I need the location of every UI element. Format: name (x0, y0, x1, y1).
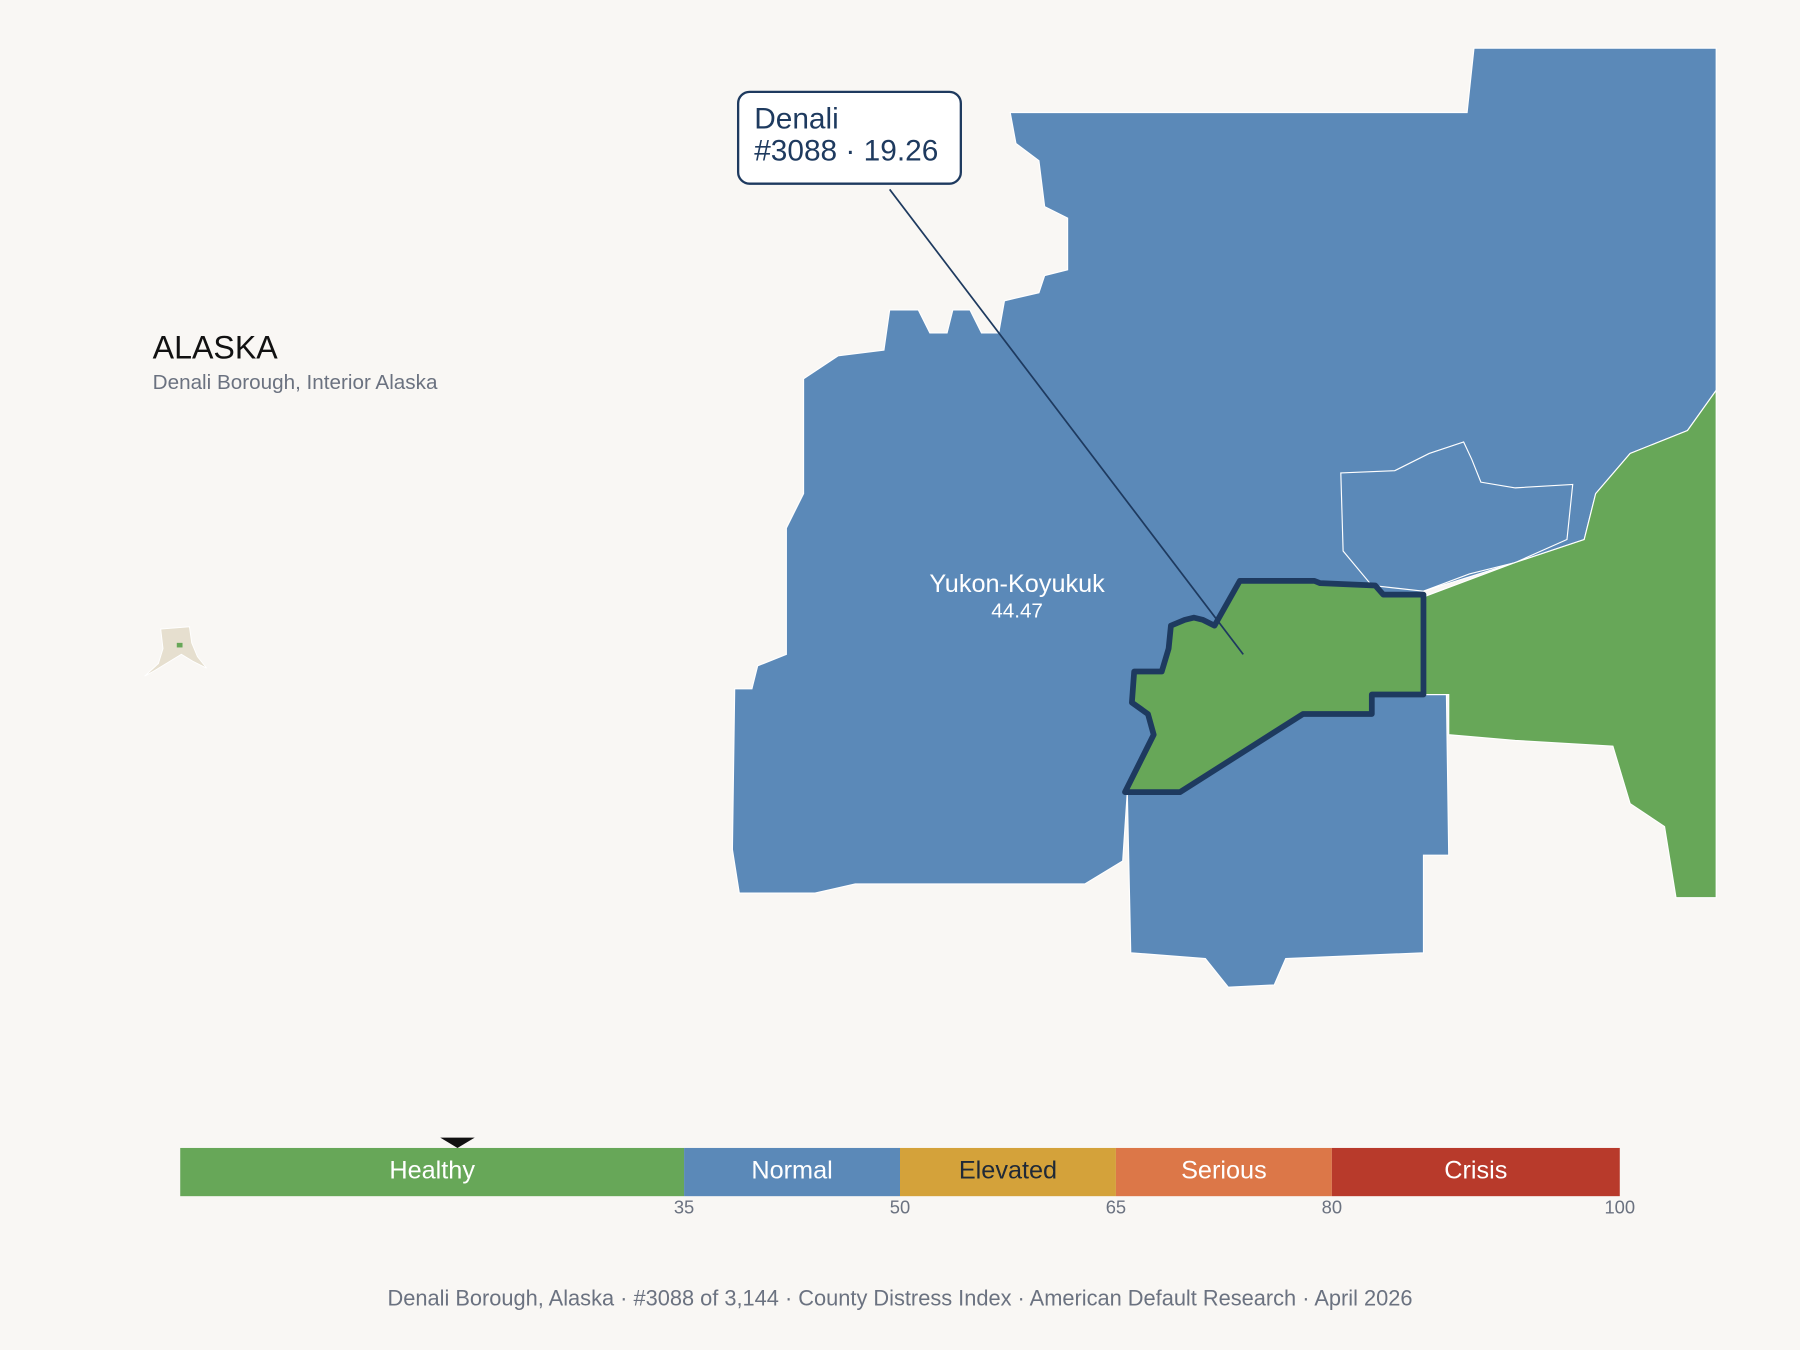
scale-band (180, 1147, 685, 1197)
scale-band (1115, 1147, 1332, 1197)
score-marker (440, 1137, 475, 1148)
scale-band (684, 1147, 900, 1197)
band-label: Normal (751, 1157, 832, 1185)
selected-county[interactable] (1122, 577, 1427, 795)
region-label: Yukon-Koyukuk (929, 570, 1105, 598)
callout-name: Denali (754, 102, 839, 135)
subtitle: Denali Borough, Interior Alaska (153, 371, 438, 394)
scale-band (900, 1147, 1116, 1197)
tick-label: 80 (1322, 1197, 1342, 1218)
scale-band (1331, 1147, 1620, 1197)
callout-detail: #3088 · 19.26 (754, 135, 938, 168)
county-border (1340, 441, 1574, 592)
state-title: ALASKA (153, 330, 279, 366)
callout-box (736, 90, 962, 185)
callout-leader (888, 188, 1244, 655)
county-healthy (1422, 388, 1717, 899)
band-label: Crisis (1444, 1157, 1507, 1185)
region-value: 44.47 (991, 599, 1043, 622)
band-label: Elevated (959, 1157, 1057, 1185)
footer: Denali Borough, Alaska · #3088 of 3,144 … (388, 1285, 1413, 1310)
tick-label: 100 (1604, 1197, 1635, 1218)
tick-label: 35 (674, 1197, 694, 1218)
inset-state (144, 626, 207, 677)
band-label: Healthy (389, 1157, 475, 1185)
inset-highlight (176, 642, 183, 648)
band-label: Serious (1181, 1157, 1267, 1185)
tick-label: 65 (1106, 1197, 1126, 1218)
tick-label: 50 (890, 1197, 910, 1218)
